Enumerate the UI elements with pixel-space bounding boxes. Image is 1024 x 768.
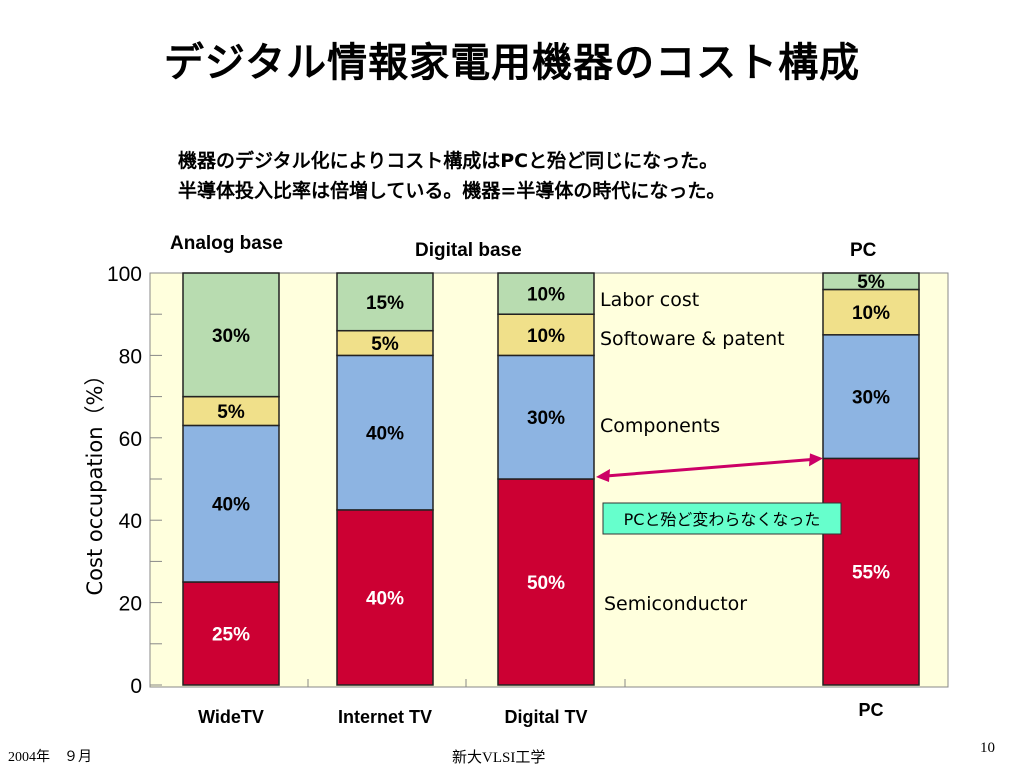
arrow-head-left [596, 469, 610, 482]
comparison-arrow [605, 457, 814, 478]
data-label: 10% [852, 303, 890, 324]
group-label-digital: Digital base [415, 240, 522, 261]
data-label: 30% [527, 408, 565, 429]
y-tick-label: 60 [119, 428, 142, 451]
bar-segment [497, 272, 595, 315]
data-label: 5% [217, 402, 245, 423]
bar-segment [336, 509, 434, 686]
series-label: Labor cost [600, 289, 699, 311]
bar-segment [497, 313, 595, 357]
y-tick-label: 20 [119, 593, 142, 616]
subtitle-line-2: 半導体投入比率は倍増している。機器=半導体の時代になった。 [178, 180, 726, 202]
bar-segment [822, 457, 920, 686]
annotation-text: PCと殆ど変わらなくなった [624, 510, 821, 529]
arrow-head-right [809, 453, 823, 467]
group-label-pc: PC [850, 240, 877, 261]
category-label: Internet TV [338, 707, 432, 727]
bar-segment [182, 395, 280, 427]
bar-segment [822, 288, 920, 336]
category-label: PC [858, 700, 883, 720]
data-label: 40% [366, 588, 404, 609]
y-tick-label: 80 [119, 345, 142, 368]
data-label: 30% [212, 326, 250, 347]
bar-segment [822, 272, 920, 291]
category-label: WideTV [198, 707, 264, 727]
data-label: 10% [527, 326, 565, 347]
bar-segment [336, 329, 434, 357]
bar-segment [336, 272, 434, 332]
data-label: 5% [857, 272, 885, 293]
bar-segment [497, 478, 595, 686]
y-axis-label: Cost occupation（%） [83, 365, 107, 596]
data-label: 40% [366, 424, 404, 445]
data-label: 40% [212, 495, 250, 516]
y-tick-label: 100 [107, 263, 142, 286]
bar-segment [822, 334, 920, 460]
annotation-box [602, 502, 842, 535]
footer-course: 新大VLSI工学 [452, 750, 546, 766]
slide-title: デジタル情報家電用機器のコスト構成 [163, 40, 861, 86]
series-label: Softoware & patent [600, 328, 785, 350]
bar-segment [182, 272, 280, 398]
data-label: 50% [527, 573, 565, 594]
data-label: 5% [371, 334, 399, 355]
y-tick-label: 0 [130, 675, 142, 698]
data-label: 25% [212, 625, 250, 646]
series-label: Semiconductor [604, 593, 747, 615]
series-label: Components [600, 415, 720, 437]
bar-segment [182, 581, 280, 686]
data-label: 30% [852, 388, 890, 409]
data-label: 55% [852, 563, 890, 584]
group-label-analog: Analog base [170, 233, 283, 254]
y-tick-label: 40 [119, 510, 142, 533]
footer-date: 2004年 ９月 [8, 750, 92, 765]
page-number: 10 [980, 740, 995, 756]
bar-segment [497, 354, 595, 480]
category-label: Digital TV [504, 707, 587, 727]
data-label: 10% [527, 285, 565, 306]
subtitle-line-1: 機器のデジタル化によりコスト構成はPCと殆ど同じになった。 [178, 150, 719, 172]
data-label: 15% [366, 293, 404, 314]
